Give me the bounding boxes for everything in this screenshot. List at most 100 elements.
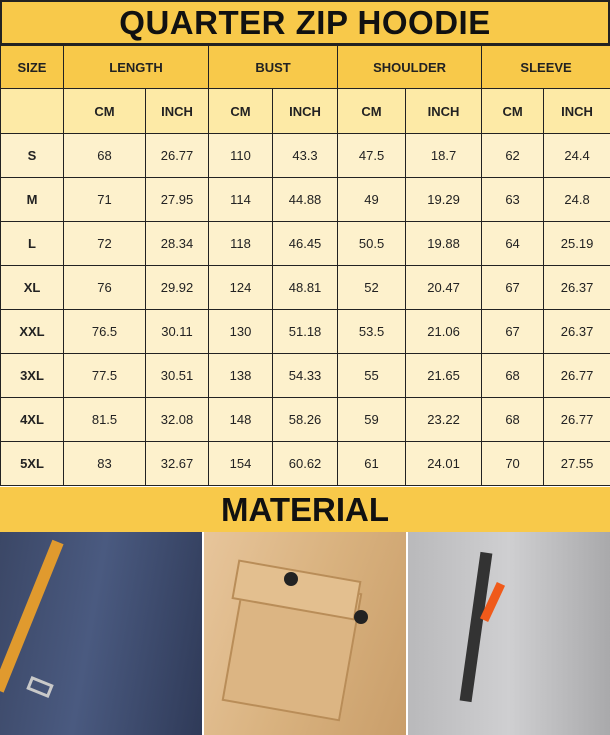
value-cell: 30.51 (144, 353, 210, 398)
size-cell: S (0, 133, 64, 178)
table-row: XXL 76.5 30.11 130 51.18 53.5 21.06 67 26.37 (0, 309, 610, 354)
value-cell: 26.77 (543, 397, 610, 442)
chart-title: QUARTER ZIP HOODIE (0, 0, 610, 45)
header-length: LENGTH (62, 45, 210, 89)
size-cell: 3XL (0, 353, 64, 398)
value-cell: 52 (337, 265, 407, 310)
table-row: 4XL 81.5 32.08 148 58.26 59 23.22 68 26.77 (0, 397, 610, 442)
table-row: XL 76 29.92 124 48.81 52 20.47 67 26.37 (0, 265, 610, 310)
value-cell: 81.5 (63, 397, 146, 442)
value-cell: 43.3 (272, 133, 339, 178)
unit-inch: INCH (543, 88, 610, 134)
value-cell: 76.5 (63, 309, 146, 354)
value-cell: 21.65 (405, 353, 483, 398)
unit-cm: CM (63, 88, 146, 134)
value-cell: 27.55 (543, 441, 610, 486)
size-cell: 4XL (0, 397, 64, 442)
header-shoulder: SHOULDER (337, 45, 483, 89)
size-cell: 5XL (0, 441, 64, 486)
grey-zipper-photo (408, 532, 610, 735)
value-cell: 50.5 (337, 221, 407, 266)
material-photos (0, 532, 610, 735)
khaki-pocket-photo (204, 532, 406, 735)
header-row: SIZE LENGTH BUST SHOULDER SLEEVE (0, 45, 610, 89)
value-cell: 26.77 (543, 353, 610, 398)
value-cell: 53.5 (337, 309, 407, 354)
unit-blank (0, 88, 64, 134)
value-cell: 47.5 (337, 133, 407, 178)
value-cell: 19.88 (405, 221, 483, 266)
value-cell: 19.29 (405, 177, 483, 222)
value-cell: 26.37 (543, 265, 610, 310)
value-cell: 55 (337, 353, 407, 398)
value-cell: 68 (481, 353, 545, 398)
value-cell: 48.81 (272, 265, 339, 310)
table-row: L 72 28.34 118 46.45 50.5 19.88 64 25.19 (0, 221, 610, 266)
value-cell: 130 (208, 309, 274, 354)
value-cell: 72 (63, 221, 146, 266)
value-cell: 54.33 (272, 353, 339, 398)
value-cell: 25.19 (543, 221, 610, 266)
value-cell: 46.45 (272, 221, 339, 266)
value-cell: 26.37 (543, 309, 610, 354)
value-cell: 114 (208, 177, 274, 222)
size-cell: L (0, 221, 64, 266)
value-cell: 124 (208, 265, 274, 310)
value-cell: 24.01 (405, 441, 483, 486)
value-cell: 27.95 (144, 177, 210, 222)
value-cell: 67 (481, 265, 545, 310)
value-cell: 24.4 (543, 133, 610, 178)
table-row: 5XL 83 32.67 154 60.62 61 24.01 70 27.55 (0, 441, 610, 486)
value-cell: 51.18 (272, 309, 339, 354)
value-cell: 44.88 (272, 177, 339, 222)
value-cell: 24.8 (543, 177, 610, 222)
value-cell: 68 (481, 397, 545, 442)
value-cell: 62 (481, 133, 545, 178)
value-cell: 67 (481, 309, 545, 354)
unit-cm: CM (337, 88, 407, 134)
navy-fabric-photo (0, 532, 202, 735)
unit-inch: INCH (405, 88, 483, 134)
value-cell: 118 (208, 221, 274, 266)
size-table: SIZE LENGTH BUST SHOULDER SLEEVE CM INCH … (0, 45, 610, 486)
value-cell: 77.5 (63, 353, 146, 398)
buckle (26, 676, 54, 698)
value-cell: 32.67 (144, 441, 210, 486)
value-cell: 20.47 (405, 265, 483, 310)
value-cell: 76 (63, 265, 146, 310)
unit-cm: CM (208, 88, 274, 134)
value-cell: 64 (481, 221, 545, 266)
value-cell: 110 (208, 133, 274, 178)
value-cell: 58.26 (272, 397, 339, 442)
header-sleeve: SLEEVE (481, 45, 610, 89)
unit-inch: INCH (144, 88, 210, 134)
value-cell: 60.62 (272, 441, 339, 486)
value-cell: 138 (208, 353, 274, 398)
value-cell: 21.06 (405, 309, 483, 354)
size-cell: M (0, 177, 64, 222)
size-cell: XL (0, 265, 64, 310)
value-cell: 71 (63, 177, 146, 222)
value-cell: 148 (208, 397, 274, 442)
value-cell: 28.34 (144, 221, 210, 266)
value-cell: 154 (208, 441, 274, 486)
value-cell: 29.92 (144, 265, 210, 310)
value-cell: 61 (337, 441, 407, 486)
unit-inch: INCH (272, 88, 339, 134)
material-title: MATERIAL (0, 487, 610, 532)
unit-row: CM INCH CM INCH CM INCH CM INCH (0, 88, 610, 134)
value-cell: 83 (63, 441, 146, 486)
orange-strap (0, 539, 64, 693)
unit-cm: CM (481, 88, 545, 134)
zipper (459, 551, 493, 703)
size-cell: XXL (0, 309, 64, 354)
value-cell: 49 (337, 177, 407, 222)
value-cell: 26.77 (144, 133, 210, 178)
value-cell: 30.11 (144, 309, 210, 354)
value-cell: 70 (481, 441, 545, 486)
value-cell: 23.22 (405, 397, 483, 442)
value-cell: 59 (337, 397, 407, 442)
button (284, 572, 298, 586)
table-row: S 68 26.77 110 43.3 47.5 18.7 62 24.4 (0, 133, 610, 178)
table-row: M 71 27.95 114 44.88 49 19.29 63 24.8 (0, 177, 610, 222)
